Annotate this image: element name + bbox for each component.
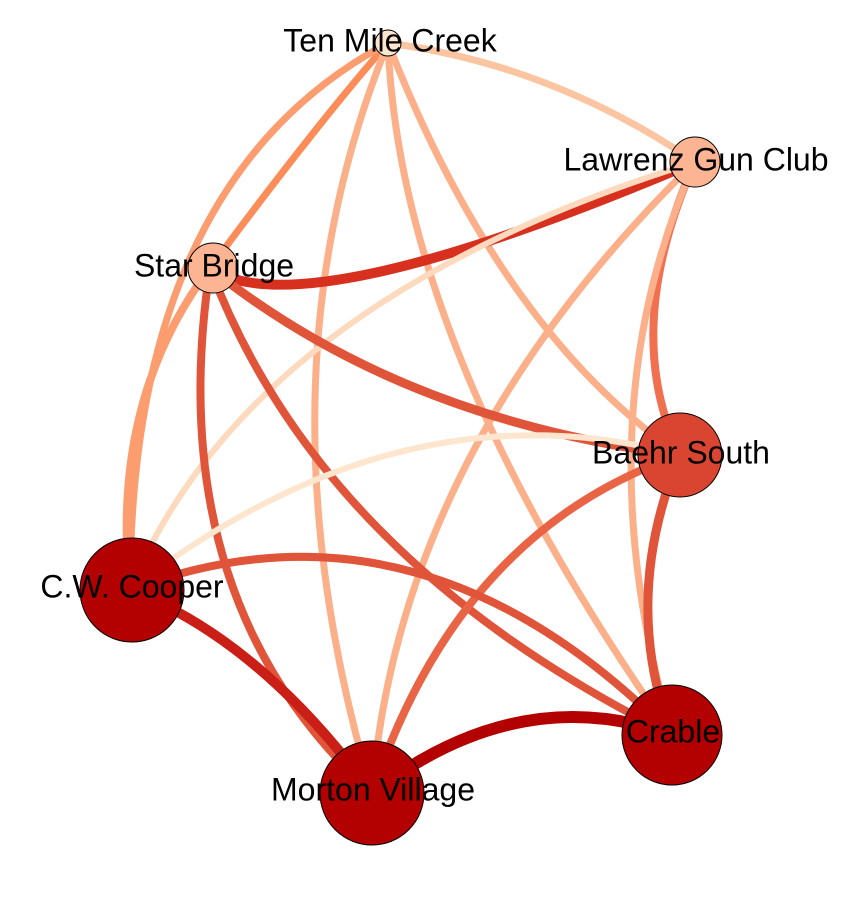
edge-ten-mile-morton-village bbox=[311, 39, 392, 797]
edge-ten-mile-lawrenz bbox=[384, 39, 699, 166]
node-layer bbox=[79, 29, 723, 846]
label-layer: Ten Mile Creek Lawrenz Gun Club Star Bri… bbox=[40, 22, 828, 807]
label-star-bridge: Star Bridge bbox=[134, 247, 294, 283]
label-morton-village: Morton Village bbox=[271, 771, 475, 807]
node-morton-village bbox=[319, 740, 425, 846]
edge-ten-mile-star-bridge bbox=[206, 39, 392, 272]
node-cw-cooper bbox=[79, 537, 185, 643]
label-crable: Crable bbox=[626, 713, 720, 749]
node-star-bridge bbox=[187, 242, 239, 294]
edge-lawrenz-cw-cooper bbox=[127, 159, 698, 593]
edge-baehr-south-cw-cooper bbox=[127, 432, 683, 593]
node-baehr-south bbox=[637, 412, 723, 498]
node-ten-mile-creek bbox=[374, 29, 402, 57]
node-lawrenz-gun-club bbox=[669, 136, 721, 188]
label-lawrenz-gun-club: Lawrenz Gun Club bbox=[563, 141, 828, 177]
edge-baehr-south-morton-village bbox=[368, 451, 684, 797]
label-cw-cooper: C.W. Cooper bbox=[40, 568, 224, 604]
edge-lawrenz-morton-village bbox=[368, 158, 699, 797]
edge-lawrenz-star-bridge bbox=[205, 157, 700, 290]
edge-star-bridge-baehr-south bbox=[205, 263, 685, 460]
label-baehr-south: Baehr South bbox=[592, 434, 770, 470]
node-crable bbox=[621, 684, 723, 786]
label-ten-mile-creek: Ten Mile Creek bbox=[283, 22, 497, 58]
edge-ten-mile-cw-cooper bbox=[126, 39, 392, 594]
edge-ten-mile-crable bbox=[384, 39, 676, 739]
edge-cw-cooper-crable bbox=[126, 552, 676, 739]
edge-star-bridge-crable bbox=[206, 264, 676, 739]
edge-layer bbox=[122, 39, 700, 799]
edge-star-bridge-morton-village bbox=[196, 264, 376, 797]
